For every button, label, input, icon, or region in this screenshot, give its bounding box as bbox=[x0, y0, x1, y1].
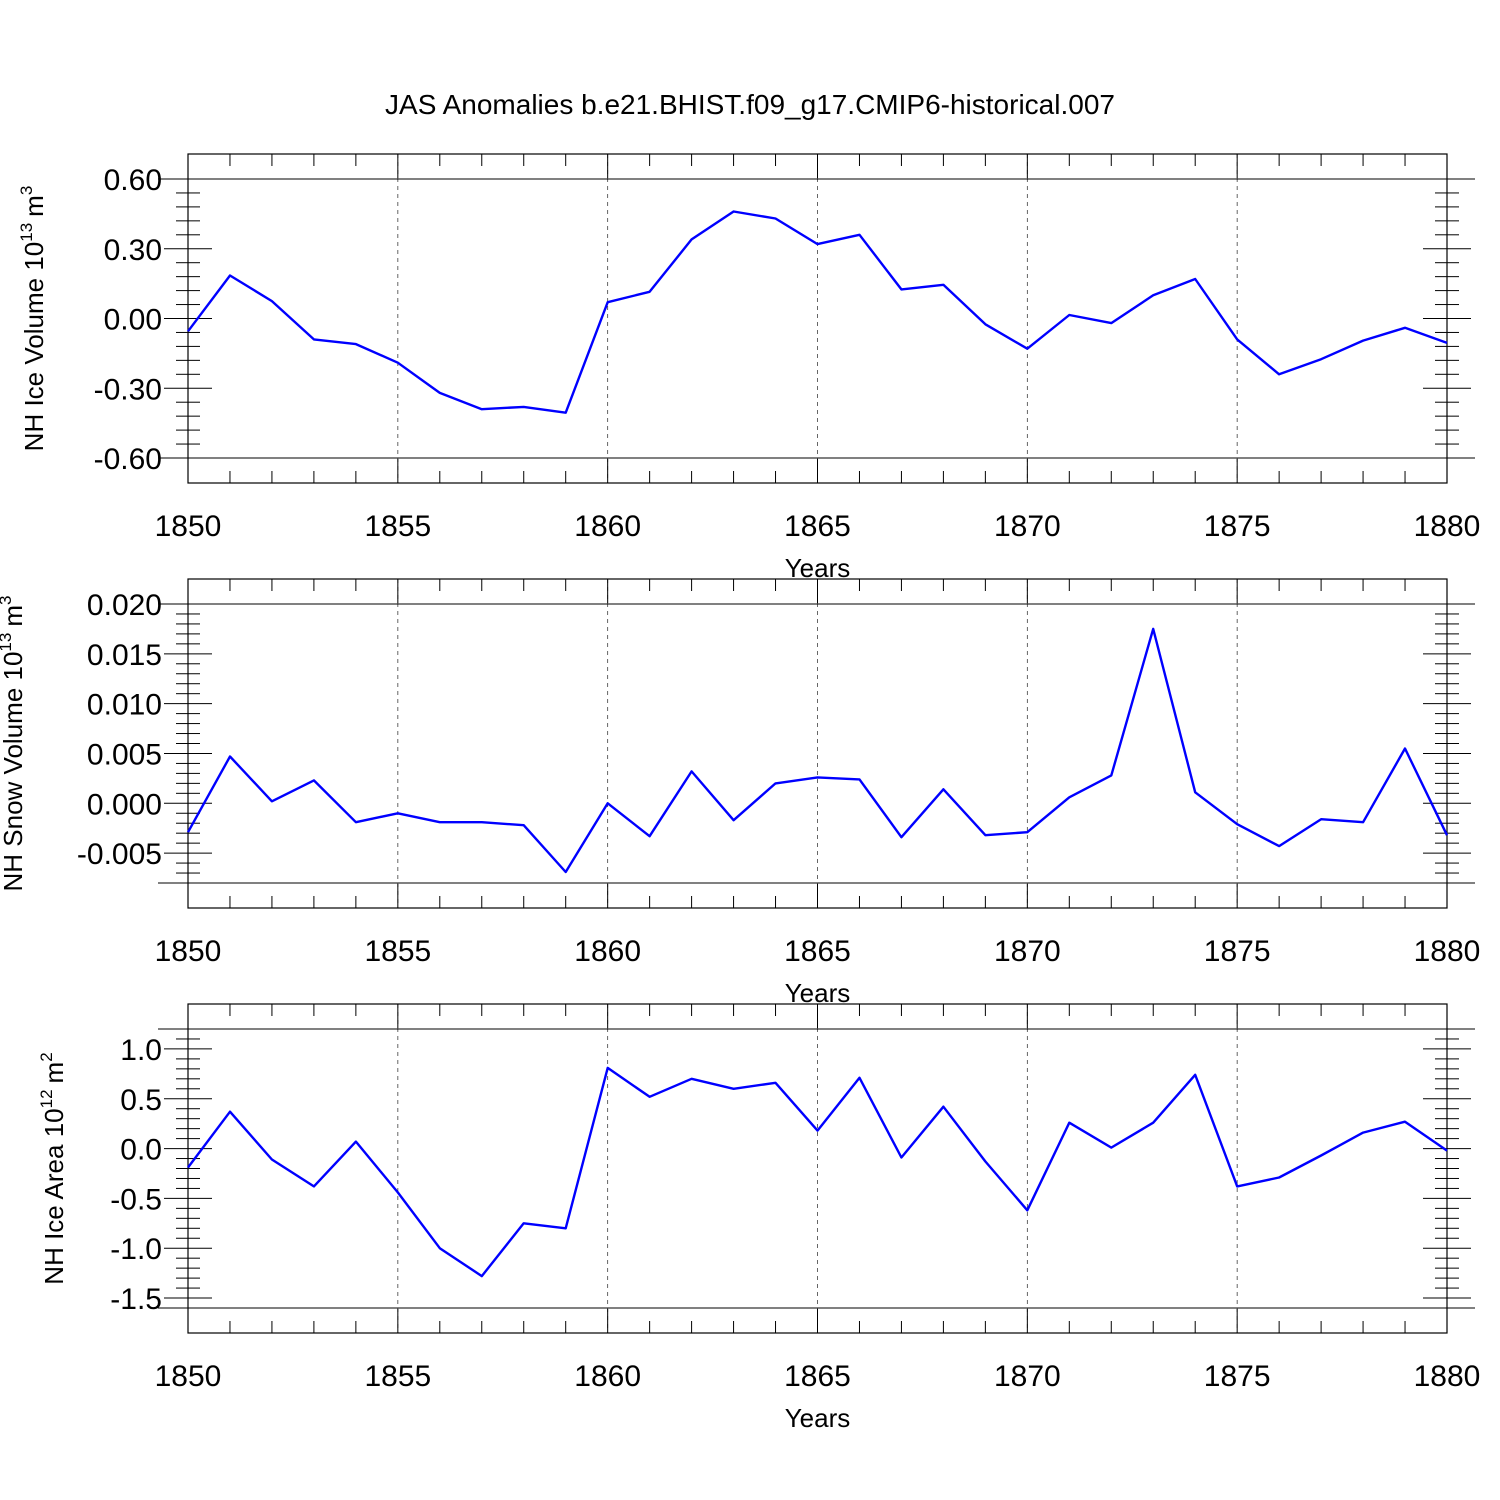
y-tick-label: -0.5 bbox=[110, 1183, 162, 1216]
x-tick-label: 1855 bbox=[364, 510, 431, 543]
series-line bbox=[186, 627, 1449, 874]
y-tick-label: 0.020 bbox=[87, 589, 162, 622]
y-tick-label: 0.015 bbox=[87, 639, 162, 672]
y-axis-title-unit-exponent: 3 bbox=[0, 596, 15, 605]
y-tick-label: -0.30 bbox=[94, 373, 162, 406]
x-tick-label: 1860 bbox=[574, 935, 641, 968]
x-tick-label: 1865 bbox=[784, 510, 851, 543]
y-axis-title-text: NH Ice Volume 10 bbox=[19, 242, 49, 452]
y-axis-title: NH Snow Volume 1013 m3 bbox=[0, 596, 28, 892]
panels: 1850 1855 1860 1865 1870 1875 1880 Years 0.60 0.3… bbox=[0, 153, 1481, 1433]
x-tick-label: 1875 bbox=[1204, 935, 1271, 968]
x-tick-label: 1875 bbox=[1204, 510, 1271, 543]
x-tick-label: 1875 bbox=[1204, 1360, 1271, 1393]
x-tick-label: 1855 bbox=[364, 935, 431, 968]
panel-3: 1850 1855 1860 1865 1870 1875 1880 Years 1.0 0.5 0… bbox=[37, 1003, 1481, 1433]
y-axis-title-exponent: 13 bbox=[17, 223, 36, 242]
x-tick-label: 1865 bbox=[784, 1360, 851, 1393]
figure-title: JAS Anomalies b.e21.BHIST.f09_g17.CMIP6-… bbox=[385, 89, 1115, 120]
y-tick-label: -1.0 bbox=[110, 1233, 162, 1266]
x-tick-label: 1870 bbox=[994, 510, 1061, 543]
y-tick-label: 0.005 bbox=[87, 738, 162, 771]
y-tick-label: 1.0 bbox=[120, 1034, 162, 1067]
y-axis-title-exponent: 13 bbox=[0, 633, 15, 652]
x-tick-label: 1860 bbox=[574, 510, 641, 543]
y-axis-title: NH Ice Volume 1013 m3 bbox=[17, 186, 49, 452]
y-axis-title-exponent: 12 bbox=[37, 1089, 56, 1108]
x-tick-label: 1860 bbox=[574, 1360, 641, 1393]
x-tick-label: 1870 bbox=[994, 1360, 1061, 1393]
series-line bbox=[187, 1066, 1448, 1278]
x-tick-label: 1880 bbox=[1414, 935, 1481, 968]
y-axis-title-unit: m bbox=[39, 1062, 69, 1084]
y-tick-label: 0.5 bbox=[120, 1084, 162, 1117]
y-tick-label: 0.0 bbox=[120, 1134, 162, 1167]
y-tick-label: 0.30 bbox=[104, 234, 162, 267]
x-tick-label: 1850 bbox=[155, 935, 222, 968]
y-tick-label: -0.60 bbox=[94, 443, 162, 476]
y-axis-title-unit: m bbox=[19, 195, 49, 217]
y-tick-label: 0.60 bbox=[104, 164, 162, 197]
y-axis-title: NH Ice Area 1012 m2 bbox=[37, 1052, 69, 1284]
y-axis-title-text: NH Snow Volume 10 bbox=[0, 652, 28, 892]
x-tick-label: 1865 bbox=[784, 935, 851, 968]
x-tick-label: 1870 bbox=[994, 935, 1061, 968]
x-tick-label: 1855 bbox=[364, 1360, 431, 1393]
x-axis-title: Years bbox=[785, 1403, 851, 1433]
y-axis-title-unit: m bbox=[0, 605, 28, 627]
y-tick-label: -1.5 bbox=[110, 1283, 162, 1316]
panel-2: 1850 1855 1860 1865 1870 1875 1880 Years 0.020 0.… bbox=[0, 578, 1481, 1008]
x-axis-title: Years bbox=[785, 978, 851, 1008]
y-axis-title-unit-exponent: 2 bbox=[37, 1052, 56, 1061]
y-tick-label: 0.010 bbox=[87, 689, 162, 722]
x-tick-label: 1880 bbox=[1414, 1360, 1481, 1393]
x-tick-label: 1850 bbox=[155, 510, 222, 543]
x-tick-label: 1880 bbox=[1414, 510, 1481, 543]
panel-1: 1850 1855 1860 1865 1870 1875 1880 Years 0.60 0.3… bbox=[17, 153, 1481, 583]
y-tick-label: 0.00 bbox=[104, 304, 162, 337]
y-axis-title-unit-exponent: 3 bbox=[17, 186, 36, 195]
x-axis-title: Years bbox=[785, 553, 851, 583]
x-tick-label: 1850 bbox=[155, 1360, 222, 1393]
series-line bbox=[187, 210, 1448, 414]
y-axis-title-text: NH Ice Area 10 bbox=[39, 1108, 69, 1284]
y-tick-label: -0.005 bbox=[77, 838, 162, 871]
y-tick-label: 0.000 bbox=[87, 788, 162, 821]
